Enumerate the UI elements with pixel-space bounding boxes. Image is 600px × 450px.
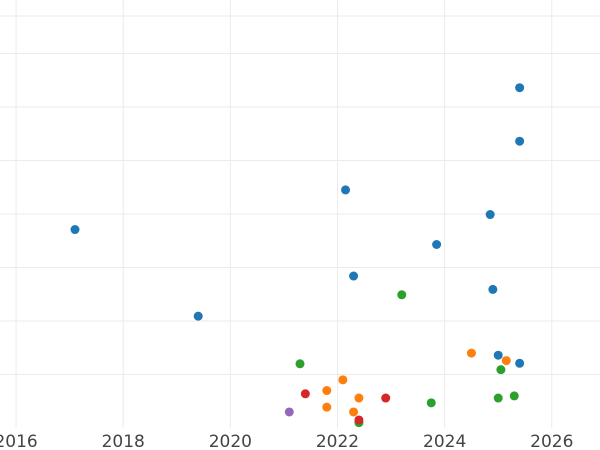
data-point [509,391,519,401]
data-point [485,210,495,220]
data-point [193,311,203,321]
data-point [426,398,436,408]
x-tick-label: 2026 [530,432,573,450]
data-point [466,348,476,358]
data-point [397,290,407,300]
data-point [341,185,351,195]
data-point [70,225,80,235]
x-tick-label: 2016 [0,432,38,450]
data-point [322,386,332,396]
data-point [338,375,348,385]
data-point [496,365,506,375]
data-point [515,83,525,93]
data-point [349,407,359,417]
data-point [493,393,503,403]
data-point [515,136,525,146]
data-point [300,389,310,399]
data-point [381,393,391,403]
x-tick-label: 2024 [423,432,466,450]
x-tick-label: 2020 [209,432,252,450]
data-point [354,393,364,403]
data-point [349,271,359,281]
data-point [432,239,442,249]
data-point [515,358,525,368]
x-tick-label: 2018 [102,432,145,450]
data-point [354,415,364,425]
x-tick-label: 2022 [316,432,359,450]
data-point [322,402,332,412]
data-point [284,407,294,417]
data-point [295,359,305,369]
x-axis-ticks: 2016 2018 2020 2022 2024 2026 [0,432,573,450]
data-point [488,284,498,294]
data-point [501,356,511,366]
grid [0,0,600,428]
data-points [70,83,525,428]
data-point [493,350,503,360]
